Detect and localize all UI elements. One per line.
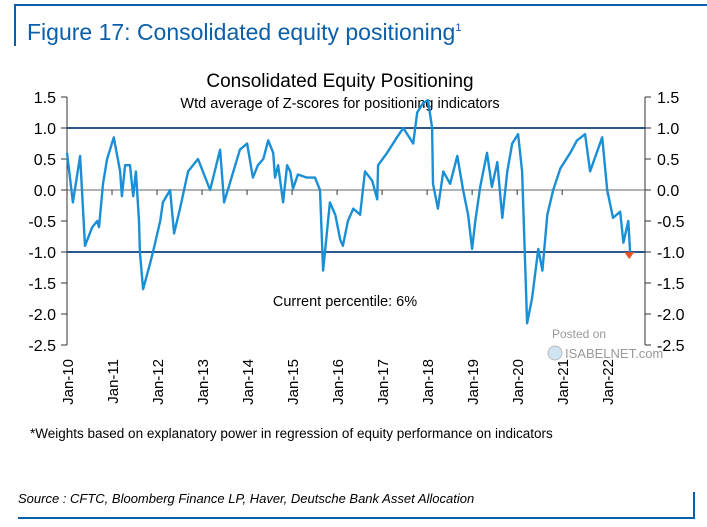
current-percentile-annotation: Current percentile: 6%	[273, 294, 417, 310]
y-tick-label-right: 0.5	[657, 152, 679, 169]
x-tick-label: Jan-20	[510, 359, 527, 405]
current-value-marker	[624, 252, 635, 260]
y-tick-label-left: 1.5	[34, 90, 56, 107]
y-tick-label-right: 1.0	[657, 121, 679, 138]
y-tick-label-right: -2.5	[657, 338, 685, 355]
y-tick-label-left: -1.0	[28, 245, 56, 262]
y-tick-label-right: -1.5	[657, 276, 685, 293]
x-tick-label: Jan-11	[105, 359, 122, 404]
x-tick-label: Jan-21	[555, 359, 572, 405]
axes: 1.5 1.5 1.0 1.0 0.5 0.5 0.0 0.0 -0.5 -0.5 -1.0 -1.0…	[28, 90, 684, 405]
source-note: Source : CFTC, Bloomberg Finance LP, Hav…	[18, 491, 474, 506]
chart-title: Consolidated Equity Positioning	[206, 71, 473, 92]
series-line	[65, 98, 632, 325]
y-tick-label-left: -0.5	[28, 214, 56, 231]
y-tick-label-left: 0.0	[34, 183, 56, 200]
globe-icon	[547, 345, 563, 361]
x-tick-label: Jan-22	[600, 359, 617, 405]
y-tick-label-right: 0.0	[657, 183, 679, 200]
y-tick-label-left: -1.5	[28, 276, 56, 293]
footnote: *Weights based on explanatory power in r…	[30, 426, 553, 441]
x-tick-label: Jan-15	[285, 359, 302, 405]
x-tick-label: Jan-12	[150, 359, 167, 405]
x-tick-label: Jan-17	[375, 359, 392, 405]
x-tick-label: Jan-19	[465, 359, 482, 405]
y-tick-label-right: 1.5	[657, 90, 679, 107]
watermark-posted-on: Posted on	[552, 327, 606, 341]
y-tick-label-left: -2.0	[28, 307, 56, 324]
x-tick-label: Jan-13	[195, 359, 212, 405]
y-tick-label-left: -2.5	[28, 338, 56, 355]
figure-title: Figure 17: Consolidated equity positioni…	[27, 19, 461, 45]
x-tick-label: Jan-14	[240, 359, 257, 405]
y-tick-label-right: -0.5	[657, 214, 685, 231]
x-tick-label: Jan-16	[330, 359, 347, 405]
y-tick-label-right: -1.0	[657, 245, 685, 262]
y-tick-label-left: 0.5	[34, 152, 56, 169]
x-tick-label: Jan-18	[420, 359, 437, 405]
watermark-site: ISABELNET.com	[565, 346, 663, 361]
y-tick-label-right: -2.0	[657, 307, 685, 324]
x-tick-label: Jan-10	[60, 359, 77, 405]
y-tick-label-left: 1.0	[34, 121, 56, 138]
chart-subtitle: Wtd average of Z-scores for positioning …	[180, 96, 499, 112]
plot-area	[65, 98, 635, 325]
watermark: Posted on ISABELNET.com	[547, 327, 663, 361]
